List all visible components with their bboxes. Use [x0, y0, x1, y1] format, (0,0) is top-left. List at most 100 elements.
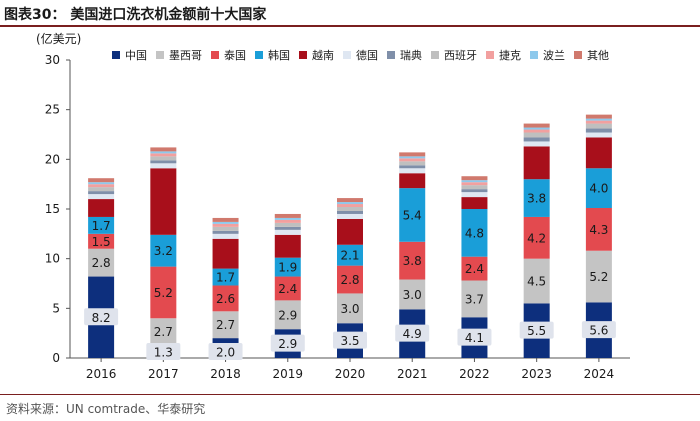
- data-label: 4.5: [527, 275, 546, 289]
- bar-segment: [212, 221, 239, 224]
- bar-segment: [399, 158, 426, 162]
- legend-item: 德国: [343, 47, 378, 63]
- data-label: 1.7: [92, 219, 111, 233]
- source-divider: [0, 394, 700, 395]
- data-label: 4.3: [589, 223, 608, 237]
- x-tick-label: 2024: [584, 367, 615, 381]
- bar-segment: [88, 233, 115, 249]
- bar-segment: [88, 216, 115, 234]
- bar-segment: [523, 127, 550, 130]
- bar-segment: [337, 210, 363, 214]
- bar-segment: [212, 230, 239, 234]
- bar-segment: [274, 217, 301, 220]
- bar-segment: [150, 318, 177, 346]
- x-tick-label: 2022: [459, 367, 490, 381]
- bar-segment: [461, 192, 488, 198]
- legend-swatch: [156, 51, 164, 59]
- legend-item: 墨西哥: [156, 47, 202, 63]
- data-label: 3.8: [403, 254, 422, 268]
- bar-segment: [523, 141, 550, 147]
- legend-swatch: [112, 51, 120, 59]
- legend-label: 韩国: [268, 49, 290, 62]
- bar-segment: [88, 178, 115, 183]
- bar-segment: [150, 156, 177, 161]
- data-label-box: [146, 343, 181, 360]
- bar-segment: [585, 123, 612, 129]
- data-label: 2.4: [278, 282, 297, 296]
- bar-segment: [150, 168, 177, 235]
- data-label-box: [581, 321, 616, 339]
- bar-segment: [337, 293, 363, 324]
- data-label: 5.4: [403, 208, 422, 222]
- bar-segment: [150, 147, 177, 152]
- data-label: 2.1: [340, 249, 359, 263]
- data-label-box: [519, 321, 554, 339]
- bar-segment: [150, 266, 177, 319]
- data-label: 1.3: [154, 346, 173, 360]
- legend-swatch: [431, 51, 439, 59]
- bar-segment: [212, 238, 239, 269]
- data-label-box: [270, 334, 305, 352]
- data-label: 1.5: [92, 235, 111, 249]
- bar-segment: [274, 222, 301, 227]
- data-label: 3.2: [154, 244, 173, 258]
- y-tick-label: 0: [52, 351, 60, 365]
- legend-item: 瑞典: [387, 47, 422, 63]
- bar-segment: [150, 151, 177, 154]
- chart-title: 图表30： 美国进口洗衣机金额前十大国家: [4, 7, 267, 23]
- data-label-box: [395, 324, 430, 342]
- bar-segment: [523, 216, 550, 259]
- data-label: 4.2: [527, 231, 546, 245]
- bar-segment: [461, 197, 488, 209]
- legend-label: 波兰: [543, 49, 565, 62]
- data-label: 8.2: [92, 311, 111, 325]
- bar-segment: [274, 213, 301, 218]
- bar-segment: [274, 229, 301, 235]
- y-tick-label: 30: [45, 53, 60, 67]
- bar-segment: [88, 184, 115, 188]
- legend-item: 西班牙: [431, 47, 477, 63]
- bar-segment: [585, 120, 612, 124]
- legend-label: 西班牙: [444, 49, 477, 62]
- bar-segment: [274, 219, 301, 223]
- legend-item: 捷克: [486, 47, 521, 63]
- x-tick-label: 2021: [397, 367, 428, 381]
- data-label: 2.9: [278, 308, 297, 322]
- bar-segment: [399, 165, 426, 169]
- data-label: 4.9: [403, 327, 422, 341]
- bar-segment: [523, 123, 550, 128]
- bar-segment: [461, 176, 488, 181]
- data-label: 3.7: [465, 292, 484, 306]
- legend-label: 瑞典: [400, 49, 422, 62]
- bar-segment: [88, 248, 115, 277]
- legend-label: 泰国: [224, 49, 246, 62]
- data-label: 3.8: [527, 192, 546, 206]
- bar-segment: [88, 194, 115, 200]
- bar-segment: [88, 187, 115, 192]
- x-tick-label: 2020: [335, 367, 366, 381]
- bar-segment: [337, 218, 363, 245]
- data-label: 2.9: [278, 337, 297, 351]
- bar-segment: [274, 276, 301, 301]
- y-tick-label: 10: [45, 252, 60, 266]
- legend-item: 越南: [299, 47, 334, 63]
- bar-segment: [337, 213, 363, 219]
- bar-segment: [150, 160, 177, 164]
- bar-segment: [337, 204, 363, 208]
- bar-segment: [461, 280, 488, 318]
- x-tick-label: 2019: [273, 367, 304, 381]
- bar-segment: [212, 268, 239, 286]
- bar-segment: [337, 207, 363, 211]
- bar-segment: [523, 146, 550, 180]
- y-tick-label: 20: [45, 152, 60, 166]
- legend-item: 韩国: [255, 47, 290, 63]
- bar-segment: [399, 241, 426, 280]
- bar-segment: [523, 179, 550, 217]
- x-tick-label: 2018: [210, 367, 241, 381]
- bar-segment: [523, 129, 550, 133]
- legend-swatch: [530, 51, 538, 59]
- bar-segment: [585, 250, 612, 303]
- bar-segment: [461, 185, 488, 190]
- data-label-box: [333, 331, 367, 349]
- data-label: 2.6: [216, 292, 235, 306]
